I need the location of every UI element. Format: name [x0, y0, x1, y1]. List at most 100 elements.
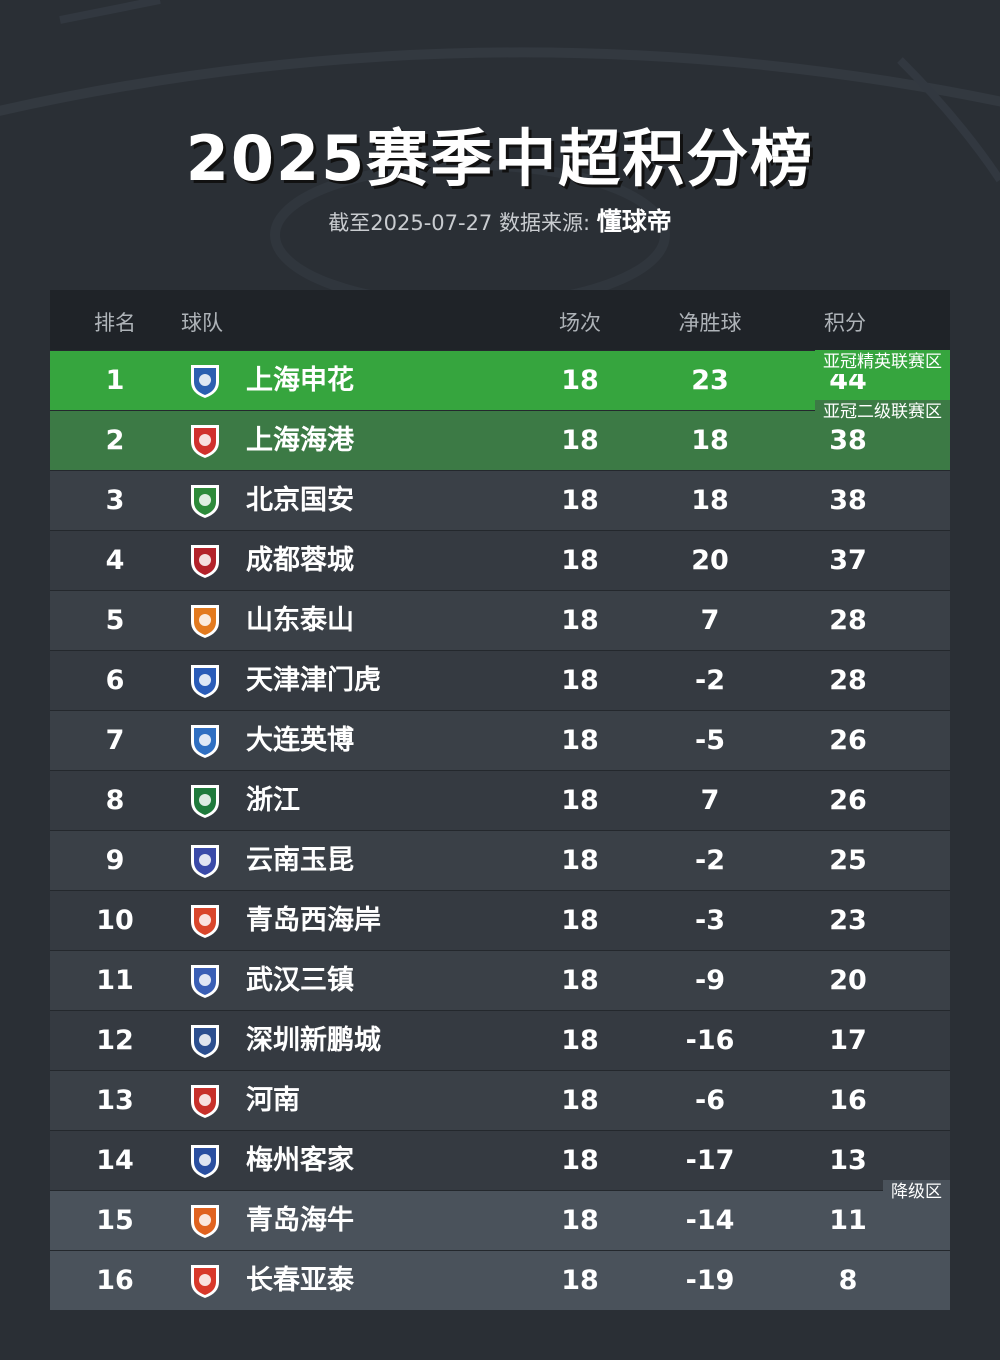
rank-cell: 6: [105, 665, 125, 696]
jinmenhu-logo-icon: [186, 662, 224, 700]
rank-cell: 10: [96, 905, 134, 936]
henan-logo-icon: [186, 1082, 224, 1120]
team-name: 成都蓉城: [246, 545, 354, 576]
rank-cell: 16: [96, 1265, 134, 1296]
played-cell: 18: [561, 1085, 599, 1116]
table-row: 6 天津津门虎 18 -2 28: [50, 650, 950, 710]
table-row: 2 上海海港 18 18 38 亚冠二级联赛区: [50, 400, 950, 470]
goal-diff-cell: -16: [685, 1025, 735, 1056]
rank-cell: 9: [105, 845, 125, 876]
table-row: 4 成都蓉城 18 20 37: [50, 530, 950, 590]
team-name: 长春亚泰: [246, 1265, 354, 1296]
rank-cell: 13: [96, 1085, 134, 1116]
zone-badge-elite: 亚冠精英联赛区: [815, 350, 950, 374]
goal-diff-cell: 7: [700, 605, 720, 636]
goal-diff-cell: -2: [695, 845, 725, 876]
goal-diff-cell: -3: [695, 905, 725, 936]
points-cell: 23: [829, 905, 867, 936]
table-row: 7 大连英博 18 -5 26: [50, 710, 950, 770]
goal-diff-cell: -17: [685, 1145, 735, 1176]
source-brand: 懂球帝: [596, 207, 672, 236]
points-cell: 26: [829, 725, 867, 756]
played-cell: 18: [561, 1265, 599, 1296]
points-cell: 38: [829, 485, 867, 516]
played-cell: 18: [561, 365, 599, 396]
points-cell: 16: [829, 1085, 867, 1116]
rank-cell: 7: [105, 725, 125, 756]
points-cell: 28: [829, 605, 867, 636]
taishan-logo-icon: [186, 602, 224, 640]
team-name: 浙江: [246, 785, 300, 816]
goal-diff-cell: 23: [691, 365, 729, 396]
rank-cell: 2: [105, 425, 125, 456]
team-name: 青岛西海岸: [246, 905, 381, 936]
rank-cell: 4: [105, 545, 125, 576]
rank-cell: 8: [105, 785, 125, 816]
table-row: 8 浙江 18 7 26: [50, 770, 950, 830]
xihaian-logo-icon: [186, 902, 224, 940]
goal-diff-cell: 18: [691, 485, 729, 516]
points-cell: 8: [838, 1265, 858, 1296]
guoan-logo-icon: [186, 482, 224, 520]
points-cell: 37: [829, 545, 867, 576]
goal-diff-cell: 7: [700, 785, 720, 816]
points-cell: 20: [829, 965, 867, 996]
team-name: 深圳新鹏城: [246, 1025, 381, 1056]
played-cell: 18: [561, 1205, 599, 1236]
table-row: 13 河南 18 -6 16: [50, 1070, 950, 1130]
team-name: 山东泰山: [246, 605, 354, 636]
played-cell: 18: [561, 785, 599, 816]
kejia-logo-icon: [186, 1142, 224, 1180]
played-cell: 18: [561, 425, 599, 456]
rank-cell: 11: [96, 965, 134, 996]
table-row: 3 北京国安 18 18 38: [50, 470, 950, 530]
goal-diff-cell: -19: [685, 1265, 735, 1296]
team-name: 上海海港: [246, 425, 354, 456]
rank-cell: 12: [96, 1025, 134, 1056]
table-row: 15 青岛海牛 18 -14 11 降级区: [50, 1180, 950, 1250]
points-cell: 25: [829, 845, 867, 876]
played-cell: 18: [561, 845, 599, 876]
xinpengcheng-logo-icon: [186, 1022, 224, 1060]
table-body: 1 上海申花 18 23 44 亚冠精英联赛区 2 上海海港 18 18 38 亚冠二级联赛区 3 北京国…: [50, 350, 950, 1310]
table-row: 11 武汉三镇 18 -9 20: [50, 950, 950, 1010]
played-cell: 18: [561, 545, 599, 576]
goal-diff-cell: -2: [695, 665, 725, 696]
rank-cell: 15: [96, 1205, 134, 1236]
rank-cell: 5: [105, 605, 125, 636]
played-cell: 18: [561, 1145, 599, 1176]
header-points: 积分: [824, 311, 866, 335]
table-row: 9 云南玉昆 18 -2 25: [50, 830, 950, 890]
played-cell: 18: [561, 665, 599, 696]
goal-diff-cell: -5: [695, 725, 725, 756]
rank-cell: 3: [105, 485, 125, 516]
played-cell: 18: [561, 485, 599, 516]
played-cell: 18: [561, 605, 599, 636]
rank-cell: 14: [96, 1145, 134, 1176]
table-row: 5 山东泰山 18 7 28: [50, 590, 950, 650]
zone-badge-relegation: 降级区: [883, 1180, 950, 1204]
team-name: 梅州客家: [246, 1145, 354, 1176]
hainiu-logo-icon: [186, 1202, 224, 1240]
subtitle-date-source: 截至2025-07-27 数据来源:: [328, 211, 597, 235]
zhejiang-logo-icon: [186, 782, 224, 820]
played-cell: 18: [561, 965, 599, 996]
yukun-logo-icon: [186, 842, 224, 880]
played-cell: 18: [561, 905, 599, 936]
page-subtitle: 截至2025-07-27 数据来源: 懂球帝: [0, 202, 1000, 238]
table-row: 16 长春亚泰 18 -19 8: [50, 1250, 950, 1310]
sanzhen-logo-icon: [186, 962, 224, 1000]
goal-diff-cell: 20: [691, 545, 729, 576]
table-row: 1 上海申花 18 23 44 亚冠精英联赛区: [50, 350, 950, 410]
points-cell: 38: [829, 425, 867, 456]
points-cell: 13: [829, 1145, 867, 1176]
header-goal-diff: 净胜球: [678, 311, 742, 335]
yatai-logo-icon: [186, 1262, 224, 1300]
played-cell: 18: [561, 725, 599, 756]
zone-badge-two: 亚冠二级联赛区: [815, 400, 950, 424]
header-rank: 排名: [94, 311, 136, 335]
goal-diff-cell: -6: [695, 1085, 725, 1116]
points-cell: 26: [829, 785, 867, 816]
table-row: 14 梅州客家 18 -17 13: [50, 1130, 950, 1190]
yingbo-logo-icon: [186, 722, 224, 760]
